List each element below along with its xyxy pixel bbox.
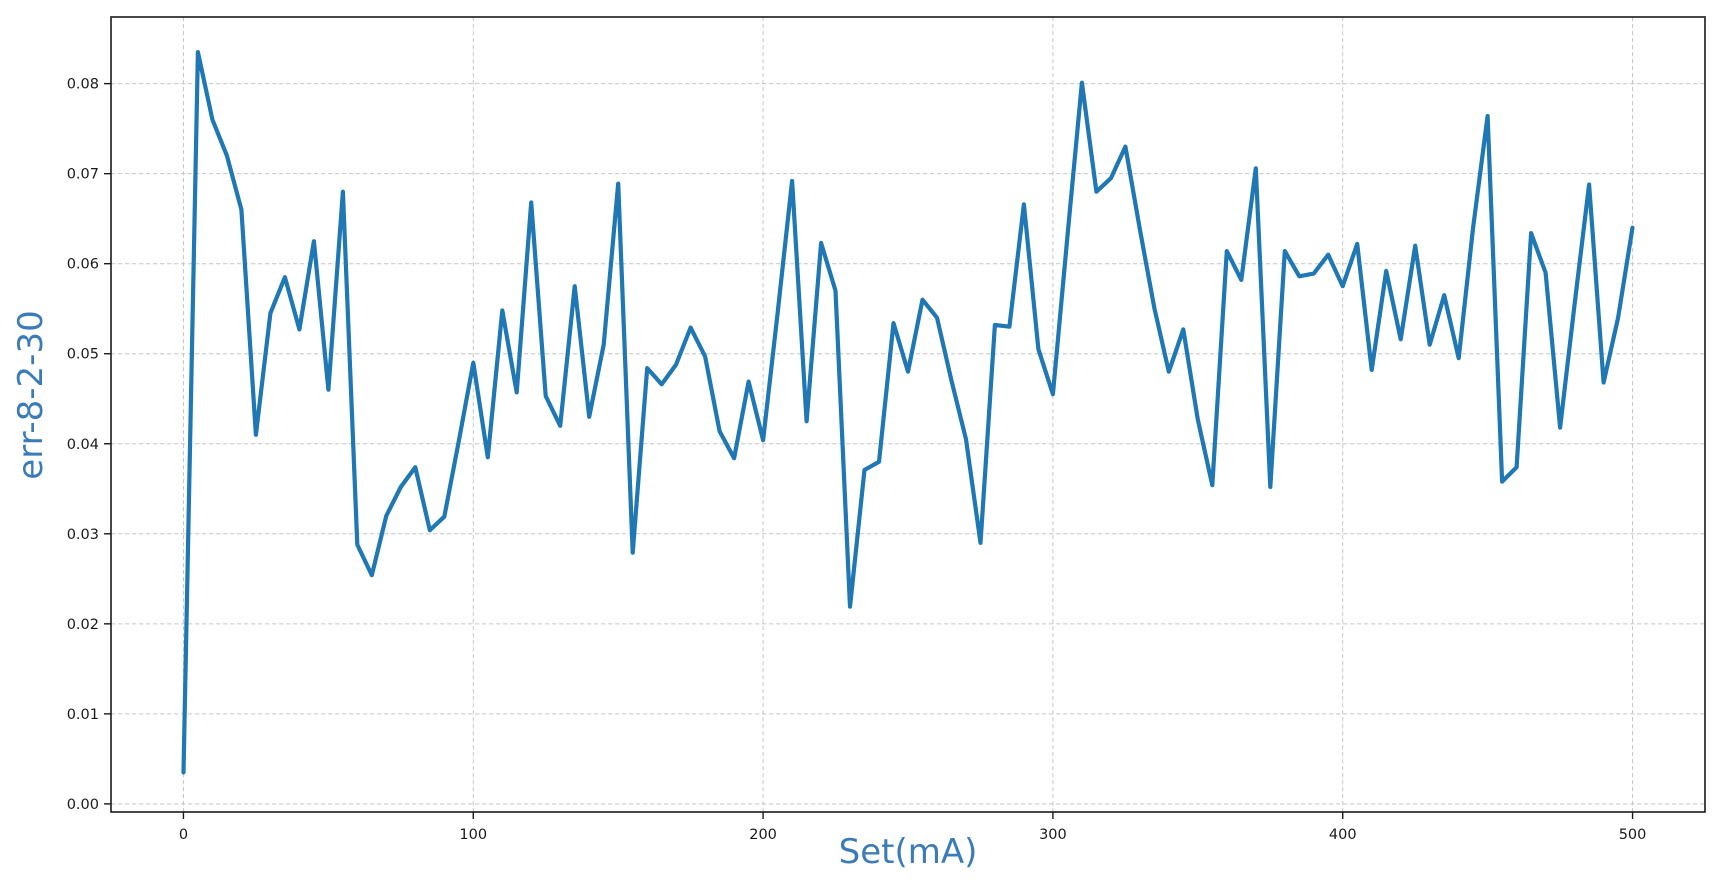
- y-tick-label: 0.05: [67, 347, 99, 363]
- axis-layer: 0 100 200 300 400 500 0.00 0.01 0.02 0.03 0.04 0.05…: [67, 16, 1706, 843]
- x-tick-label: 100: [459, 827, 487, 843]
- y-tick-label: 0.02: [67, 617, 99, 633]
- y-tick-label: 0.03: [67, 527, 99, 543]
- x-tick-label: 200: [749, 827, 777, 843]
- series-layer: [181, 49, 1635, 775]
- y-tick-label: 0.06: [67, 257, 99, 273]
- y-tick-label: 0.08: [67, 77, 99, 93]
- x-tick-label: 400: [1329, 827, 1357, 843]
- x-tick-label: 500: [1619, 827, 1647, 843]
- y-tick-label: 0.00: [67, 797, 99, 813]
- x-axis-label: Set(mA): [839, 832, 978, 872]
- y-axis-label: err-8-2-30: [11, 310, 51, 479]
- x-tick-label: 300: [1039, 827, 1067, 843]
- y-tick-label: 0.04: [67, 437, 99, 453]
- y-tick-label: 0.01: [67, 707, 99, 723]
- x-tick-label: 0: [179, 827, 188, 843]
- data-line-err-8-2-30: [181, 49, 1635, 775]
- plot-border: [110, 16, 1706, 813]
- y-tick-label: 0.07: [67, 167, 99, 183]
